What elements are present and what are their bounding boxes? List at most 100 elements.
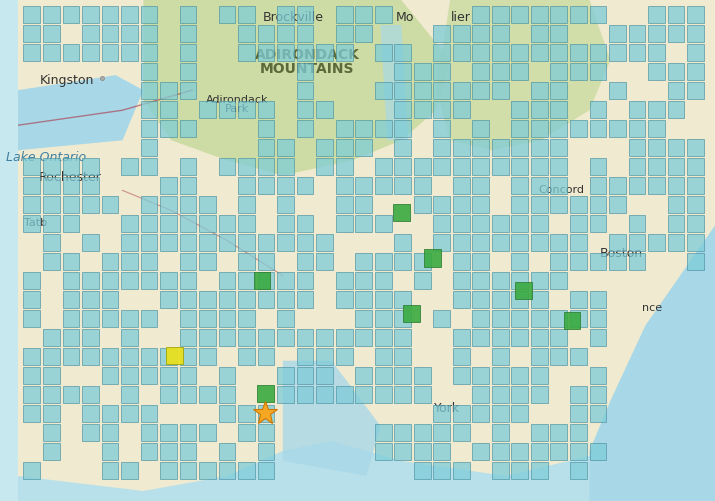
Bar: [531, 443, 548, 460]
Bar: [102, 348, 118, 365]
Bar: [297, 367, 313, 384]
Bar: [316, 348, 333, 365]
Bar: [336, 272, 352, 289]
Bar: [141, 310, 157, 327]
Bar: [590, 63, 606, 80]
Bar: [473, 443, 489, 460]
Bar: [590, 291, 606, 308]
Bar: [141, 253, 157, 270]
Polygon shape: [144, 0, 450, 175]
Bar: [511, 405, 528, 422]
Bar: [316, 234, 333, 251]
Bar: [336, 215, 352, 232]
Bar: [375, 424, 392, 441]
Bar: [492, 443, 508, 460]
Bar: [24, 405, 40, 422]
Bar: [473, 234, 489, 251]
Bar: [121, 348, 138, 365]
Bar: [531, 158, 548, 175]
Bar: [24, 348, 40, 365]
Bar: [102, 424, 118, 441]
Bar: [257, 405, 275, 422]
Bar: [160, 101, 177, 118]
Bar: [531, 101, 548, 118]
Bar: [257, 462, 275, 479]
Bar: [257, 443, 275, 460]
Bar: [531, 424, 548, 441]
Bar: [24, 158, 40, 175]
Bar: [179, 329, 197, 346]
Bar: [551, 44, 567, 61]
Bar: [277, 367, 294, 384]
Bar: [179, 177, 197, 194]
Bar: [590, 405, 606, 422]
Bar: [628, 158, 646, 175]
Bar: [551, 101, 567, 118]
Polygon shape: [590, 225, 715, 501]
Bar: [257, 158, 275, 175]
Bar: [511, 234, 528, 251]
Bar: [43, 215, 60, 232]
Bar: [316, 44, 333, 61]
Text: Concord: Concord: [538, 185, 585, 195]
Bar: [102, 443, 118, 460]
Bar: [473, 386, 489, 403]
Bar: [82, 234, 99, 251]
Bar: [424, 249, 441, 267]
Bar: [551, 234, 567, 251]
Bar: [336, 291, 352, 308]
Bar: [43, 367, 60, 384]
Bar: [257, 253, 275, 270]
Bar: [492, 215, 508, 232]
Bar: [297, 63, 313, 80]
Bar: [219, 329, 235, 346]
Bar: [160, 386, 177, 403]
Bar: [570, 291, 587, 308]
Bar: [492, 348, 508, 365]
Bar: [257, 291, 275, 308]
Bar: [179, 120, 197, 137]
Bar: [473, 25, 489, 42]
Bar: [121, 158, 138, 175]
Bar: [355, 367, 372, 384]
Bar: [551, 6, 567, 23]
Bar: [121, 272, 138, 289]
Text: nce: nce: [642, 303, 662, 313]
Bar: [355, 25, 372, 42]
Bar: [551, 63, 567, 80]
Bar: [414, 196, 430, 213]
Bar: [257, 385, 274, 402]
Bar: [355, 6, 372, 23]
Bar: [531, 196, 548, 213]
Bar: [473, 215, 489, 232]
Bar: [375, 158, 392, 175]
Bar: [492, 139, 508, 156]
Bar: [238, 291, 255, 308]
Bar: [297, 82, 313, 99]
Bar: [160, 424, 177, 441]
Bar: [297, 120, 313, 137]
Bar: [141, 101, 157, 118]
Bar: [648, 25, 665, 42]
Bar: [628, 101, 646, 118]
Bar: [219, 6, 235, 23]
Bar: [102, 367, 118, 384]
Bar: [355, 329, 372, 346]
Bar: [395, 158, 411, 175]
Bar: [551, 253, 567, 270]
Bar: [609, 120, 626, 137]
Bar: [473, 6, 489, 23]
Bar: [531, 44, 548, 61]
Bar: [141, 348, 157, 365]
Bar: [355, 215, 372, 232]
Bar: [277, 177, 294, 194]
Bar: [24, 386, 40, 403]
Bar: [628, 177, 646, 194]
Bar: [570, 405, 587, 422]
Bar: [531, 215, 548, 232]
Bar: [375, 215, 392, 232]
Bar: [62, 348, 79, 365]
Bar: [433, 120, 450, 137]
Bar: [511, 329, 528, 346]
Bar: [453, 177, 470, 194]
